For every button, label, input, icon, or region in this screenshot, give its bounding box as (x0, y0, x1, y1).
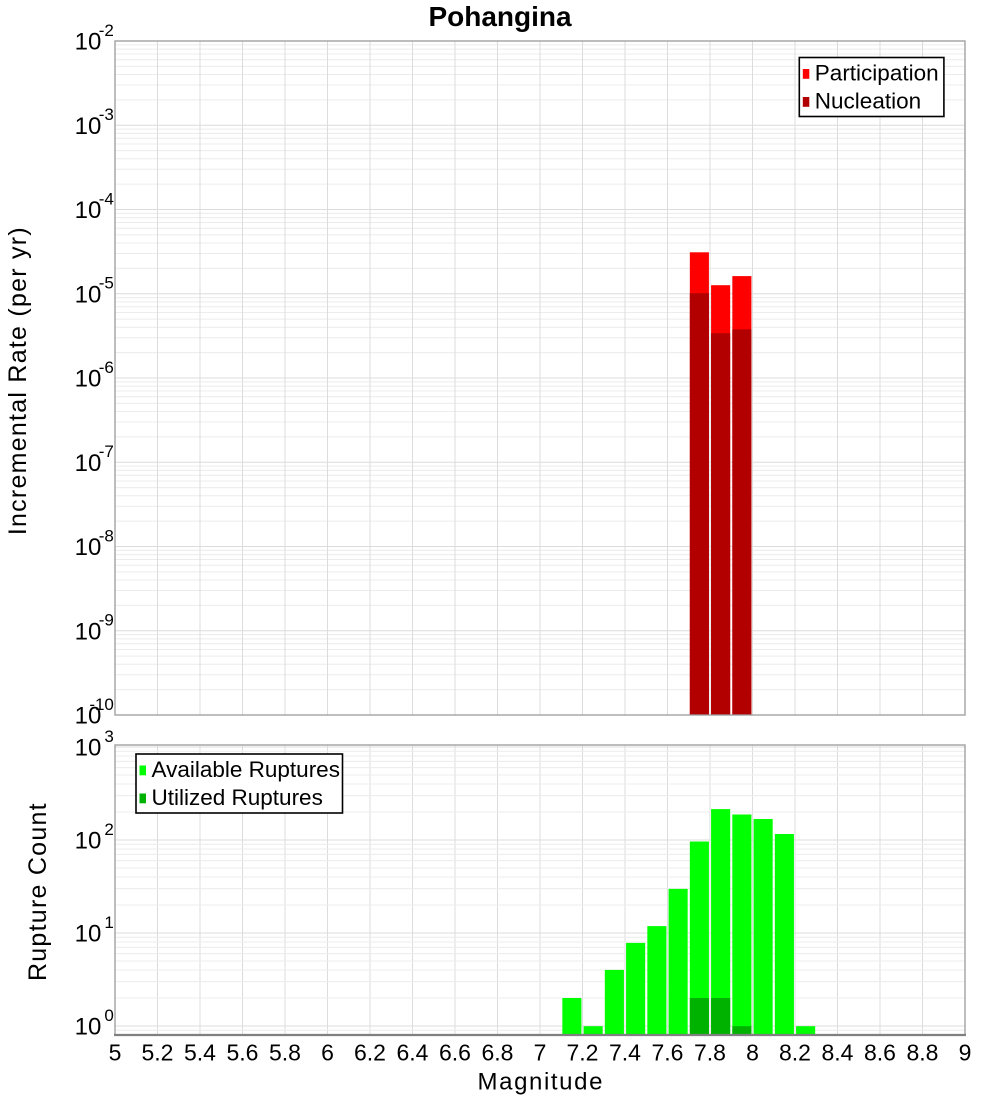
svg-text:2: 2 (104, 820, 113, 839)
svg-text:6.6: 6.6 (439, 1040, 471, 1066)
svg-text:8.4: 8.4 (822, 1040, 854, 1066)
svg-text:Available Ruptures: Available Ruptures (152, 757, 340, 782)
svg-text:6.8: 6.8 (482, 1040, 514, 1066)
svg-text:-4: -4 (99, 189, 114, 208)
svg-text:3: 3 (104, 727, 113, 746)
svg-text:5.8: 5.8 (269, 1040, 301, 1066)
svg-text:10: 10 (75, 29, 102, 56)
svg-text:10: 10 (75, 450, 102, 477)
svg-text:7.8: 7.8 (694, 1040, 726, 1066)
svg-text:5.6: 5.6 (227, 1040, 259, 1066)
svg-text:7.6: 7.6 (652, 1040, 684, 1066)
svg-text:-2: -2 (99, 21, 114, 40)
svg-text:-6: -6 (99, 358, 114, 377)
svg-text:0: 0 (104, 1006, 113, 1025)
svg-text:7.2: 7.2 (567, 1040, 599, 1066)
svg-text:-7: -7 (99, 442, 114, 461)
svg-text:5.2: 5.2 (142, 1040, 174, 1066)
svg-text:6.2: 6.2 (354, 1040, 386, 1066)
svg-text:10: 10 (75, 921, 102, 948)
svg-text:10: 10 (75, 828, 102, 855)
svg-text:10: 10 (75, 703, 102, 730)
svg-text:Participation: Participation (815, 60, 939, 85)
svg-text:8: 8 (746, 1040, 759, 1066)
svg-text:10: 10 (75, 197, 102, 224)
svg-text:Magnitude: Magnitude (478, 1069, 604, 1096)
svg-text:10: 10 (75, 366, 102, 393)
svg-text:8.6: 8.6 (864, 1040, 896, 1066)
svg-text:Nucleation: Nucleation (815, 88, 921, 113)
svg-text:9: 9 (959, 1040, 972, 1066)
svg-text:10: 10 (75, 618, 102, 645)
svg-text:-10: -10 (89, 695, 114, 714)
svg-text:10: 10 (75, 1014, 102, 1041)
svg-text:10: 10 (75, 534, 102, 561)
svg-text:10: 10 (75, 735, 102, 762)
svg-text:-3: -3 (99, 105, 114, 124)
svg-text:-9: -9 (99, 611, 114, 630)
svg-text:-5: -5 (99, 274, 114, 293)
svg-text:Utilized Ruptures: Utilized Ruptures (152, 785, 323, 810)
svg-text:6.4: 6.4 (397, 1040, 429, 1066)
svg-text:-8: -8 (99, 526, 114, 545)
svg-text:5.4: 5.4 (184, 1040, 216, 1066)
svg-text:5: 5 (109, 1040, 122, 1066)
svg-text:1: 1 (104, 913, 113, 932)
svg-text:Incremental Rate (per yr): Incremental Rate (per yr) (4, 226, 32, 535)
svg-text:10: 10 (75, 281, 102, 308)
svg-text:8.2: 8.2 (779, 1040, 811, 1066)
svg-text:Pohangina: Pohangina (428, 1, 572, 32)
svg-text:Rupture Count: Rupture Count (24, 802, 52, 981)
svg-text:10: 10 (75, 113, 102, 140)
svg-text:7.4: 7.4 (609, 1040, 641, 1066)
svg-text:6: 6 (321, 1040, 334, 1066)
svg-text:8.8: 8.8 (907, 1040, 939, 1066)
svg-text:7: 7 (534, 1040, 547, 1066)
